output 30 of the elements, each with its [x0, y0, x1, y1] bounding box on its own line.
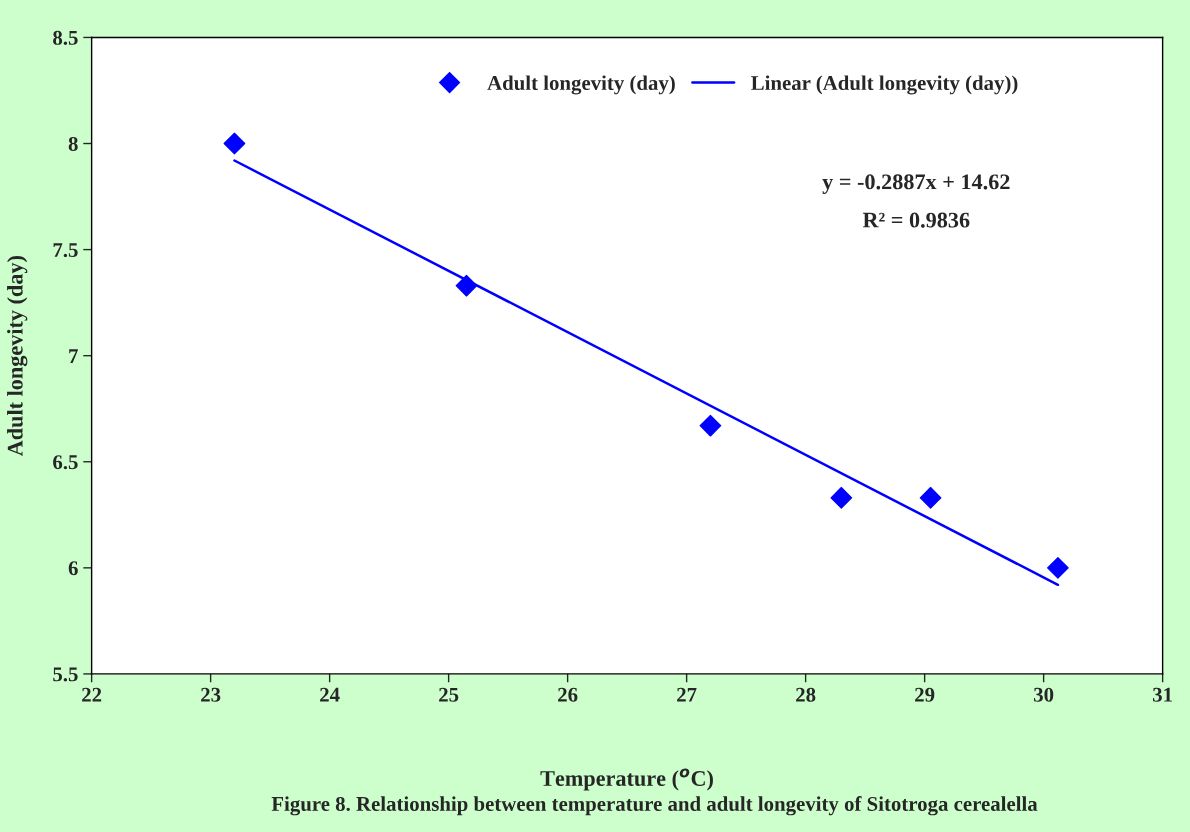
annotation: y = -0.2887x + 14.62 — [822, 174, 1010, 194]
y-axis-title: Adult longevity (day) — [7, 256, 28, 457]
point — [699, 414, 722, 437]
point — [919, 486, 942, 509]
y-tick-label: 5.5 — [53, 667, 78, 682]
point — [1047, 556, 1069, 579]
x-tick-label: 29 — [915, 687, 935, 702]
x-tick-label: 28 — [796, 687, 816, 702]
x-tick-label: 25 — [439, 687, 459, 702]
x-tick-label: 26 — [558, 687, 578, 702]
legend-label: Adult longevity (day) — [487, 75, 675, 95]
y-tick-label: 7.5 — [53, 243, 78, 258]
caption: Figure 8. Relationship between temperature and adult longevity of Sitotroga cerealella — [271, 796, 1038, 816]
x-tick-label: 27 — [677, 687, 697, 702]
point — [223, 132, 246, 155]
legend-label: Linear (Adult longevity (day)) — [751, 75, 1018, 95]
point — [455, 274, 478, 297]
annotation: R² = 0.9836 — [862, 212, 970, 228]
y-tick-label: 8 — [68, 136, 78, 151]
x-tick-label: 22 — [82, 687, 102, 702]
x-tick-label: 23 — [201, 687, 221, 702]
y-tick-label: 6.5 — [53, 455, 78, 470]
y-tick-label: 8.5 — [53, 30, 78, 45]
x-axis-title: Temperature ($^{o}$C) — [540, 768, 713, 791]
y-tick-label: 6 — [68, 561, 78, 576]
x-tick-label: 30 — [1034, 687, 1054, 702]
y-tick-label: 7 — [69, 349, 78, 363]
point — [830, 486, 853, 509]
x-tick-label: 24 — [320, 687, 340, 702]
x-tick-label: 31 — [1153, 687, 1172, 702]
